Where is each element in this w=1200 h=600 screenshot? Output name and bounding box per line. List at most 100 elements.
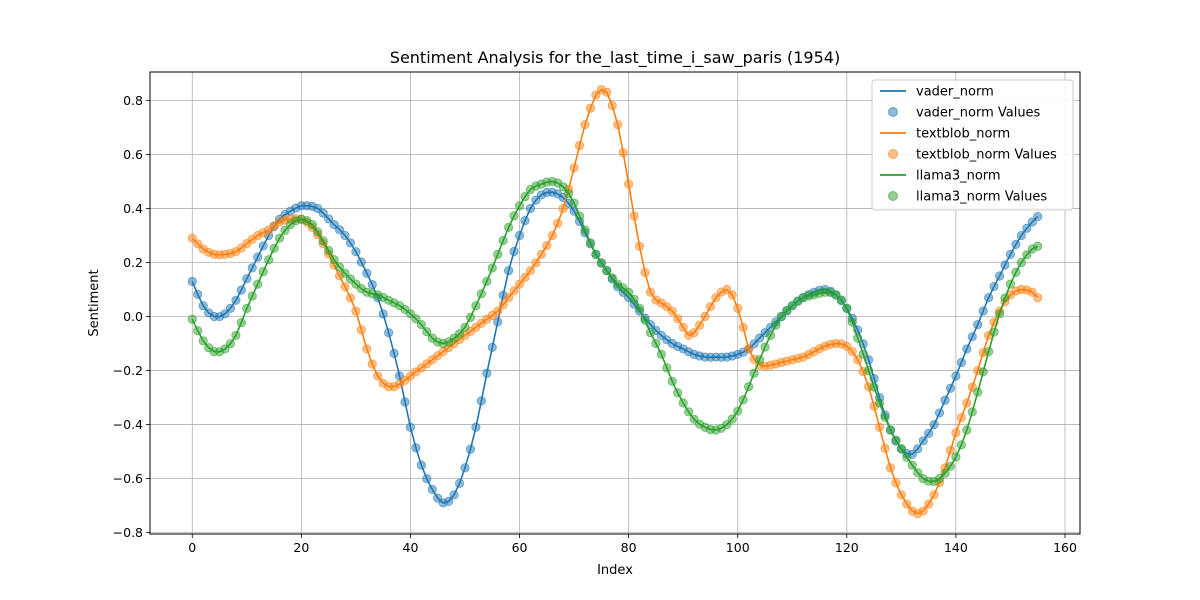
data-point [356, 325, 366, 335]
data-point [891, 478, 901, 488]
data-point [269, 243, 279, 253]
data-point [1022, 223, 1032, 233]
data-point [727, 414, 737, 424]
data-point [198, 336, 208, 346]
data-point [504, 222, 514, 232]
data-point [564, 188, 574, 199]
data-point [498, 235, 508, 246]
data-point [384, 328, 394, 338]
data-point [962, 398, 972, 408]
data-point [504, 292, 514, 303]
y-tick-label: 0.0 [123, 309, 143, 324]
data-point [678, 398, 688, 408]
data-point [662, 363, 672, 373]
data-point [722, 284, 732, 295]
x-tick-label: 120 [835, 540, 859, 555]
data-point [405, 422, 416, 432]
data-point [553, 218, 563, 228]
chart-title: Sentiment Analysis for the_last_time_i_s… [390, 48, 840, 68]
data-point [569, 163, 579, 173]
y-tick-label: −0.8 [113, 525, 143, 540]
data-point [242, 274, 252, 284]
data-point [945, 383, 956, 393]
data-point [853, 355, 863, 365]
data-point [940, 395, 950, 405]
data-point [558, 182, 568, 192]
data-point [340, 268, 350, 278]
data-point [487, 263, 497, 273]
data-point [880, 412, 890, 422]
data-point [1033, 241, 1043, 251]
data-point [613, 120, 623, 130]
data-point [585, 238, 596, 248]
data-point [454, 478, 465, 488]
data-point [542, 240, 552, 251]
legend-entries: vader_norm vader_norm Values textblob_norm… [880, 85, 1057, 205]
data-point [416, 460, 426, 470]
data-point [760, 342, 770, 352]
data-point [493, 249, 503, 259]
data-point [624, 179, 634, 189]
data-point [771, 320, 781, 330]
data-point [951, 452, 961, 462]
data-point [231, 330, 241, 341]
data-point [514, 279, 525, 289]
data-point [744, 344, 754, 354]
legend-label: vader_norm [916, 85, 994, 100]
data-point [700, 311, 710, 322]
data-point [994, 309, 1005, 319]
legend-box [871, 79, 1074, 211]
plot-series [187, 84, 1043, 519]
data-point [607, 273, 617, 283]
data-point [711, 292, 721, 303]
data-point [1011, 267, 1021, 277]
data-point [951, 428, 961, 438]
data-point [989, 281, 999, 292]
data-point [596, 258, 606, 268]
data-point [476, 289, 486, 299]
data-point [274, 233, 285, 243]
legend-label: vader_norm Values [916, 106, 1041, 121]
data-point [280, 225, 290, 235]
data-point [525, 265, 536, 276]
data-point [962, 425, 972, 435]
data-point [471, 422, 481, 432]
data-point [989, 327, 999, 337]
data-point [307, 220, 317, 230]
data-point [749, 368, 759, 378]
data-point [574, 141, 585, 151]
data-point [880, 443, 890, 453]
data-point [340, 282, 350, 292]
data-point [509, 246, 519, 257]
data-point [896, 490, 906, 500]
data-point [705, 301, 716, 312]
data-point [874, 398, 885, 408]
data-point [187, 233, 197, 243]
data-point [580, 225, 590, 235]
data-point [465, 312, 476, 322]
plot-area-frame [149, 71, 1081, 535]
data-point [624, 287, 634, 297]
data-point [242, 303, 252, 313]
data-point [967, 332, 977, 342]
data-point [1005, 279, 1016, 289]
data-point [460, 322, 470, 332]
data-point [984, 292, 994, 303]
data-point [902, 499, 912, 509]
data-point [776, 311, 786, 322]
data-point [956, 413, 966, 423]
x-tick-label: 60 [512, 540, 528, 555]
data-point [422, 474, 432, 484]
data-point [978, 367, 988, 377]
y-tick-label: −0.4 [113, 417, 143, 432]
data-point [1033, 211, 1043, 222]
data-point [667, 306, 677, 316]
data-point [422, 327, 432, 337]
data-point [520, 272, 530, 283]
data-point [324, 245, 334, 256]
data-point [531, 258, 541, 268]
data-point [842, 303, 852, 313]
data-point [1016, 257, 1026, 268]
data-point [389, 348, 399, 358]
